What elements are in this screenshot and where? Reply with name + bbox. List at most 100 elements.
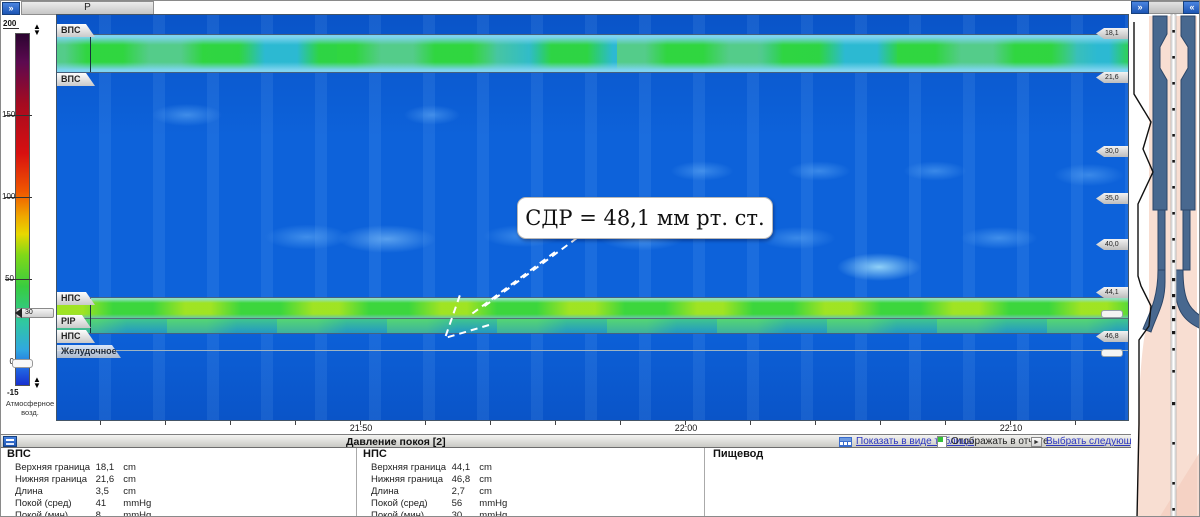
ues-row-upper: Верхняя граница 18,1 cm	[15, 462, 151, 474]
row-value: 18,1	[95, 462, 115, 473]
gastric-right-handle[interactable]	[1101, 349, 1123, 357]
row-unit: cm	[479, 462, 492, 473]
tab-les-lower[interactable]: НПС	[57, 330, 95, 343]
tab-pip[interactable]: PIP	[57, 315, 91, 328]
row-label: Покой (мин)	[15, 510, 69, 517]
depth-tab-18-1[interactable]: 18,1	[1096, 28, 1128, 39]
depth-tab-21-6[interactable]: 21,6	[1096, 72, 1128, 83]
tab-ues-lower[interactable]: ВПС	[57, 73, 95, 86]
scale-tick-150	[5, 115, 32, 116]
scale-footer-line2: возд.	[21, 408, 39, 417]
info-divider-1	[356, 448, 357, 516]
depth-tab-46-8[interactable]: 46,8	[1096, 331, 1128, 342]
les-selection-line	[90, 298, 91, 333]
row-label: Покой (сред)	[371, 498, 428, 509]
section-les-title: НПС	[363, 448, 387, 460]
row-unit: cm	[123, 474, 136, 485]
scale-max-stepper[interactable]: ▲ ▼	[33, 22, 41, 37]
show-as-table-link[interactable]: Показать в виде таблицы	[856, 436, 975, 447]
row-label: Верхняя граница	[371, 462, 447, 473]
row-label: Покой (мин)	[371, 510, 425, 517]
row-unit: cm	[479, 474, 492, 485]
row-label: Покой (сред)	[15, 498, 72, 509]
next-arrow-icon[interactable]: ►	[1031, 437, 1042, 447]
pressure-topography-plot[interactable]: ВПС ВПС НПС PIP НПС Желудочное 18,1 21,6…	[56, 14, 1129, 421]
row-unit: mmHg	[123, 510, 152, 517]
tab-ues-upper[interactable]: ВПС	[57, 24, 95, 37]
section-ues-title: ВПС	[7, 448, 31, 460]
les-row-lower: Нижняя граница 46,8 cm	[371, 474, 507, 486]
scale-min-stepper[interactable]: ▲ ▼	[33, 375, 41, 390]
row-label: Длина	[371, 486, 399, 497]
pip-pressure-band	[57, 319, 1128, 333]
row-unit: cm	[123, 462, 136, 473]
ues-row-length: Длина 3,5 cm	[15, 486, 151, 498]
ues-row-lower: Нижняя граница 21,6 cm	[15, 474, 151, 486]
row-unit: cm	[123, 486, 136, 497]
scroll-left-button[interactable]: «	[1183, 1, 1199, 14]
irp-annotation[interactable]: СДР = 48,1 мм рт. ст.	[517, 197, 773, 239]
pressure-colorbar	[15, 33, 30, 386]
row-value: 3,5	[95, 486, 109, 497]
scale-label-0: 0	[2, 357, 14, 366]
depth-tab-35-0[interactable]: 35,0	[1096, 193, 1128, 204]
toolbar-title: Давление покоя [2]	[346, 436, 446, 448]
row-value: 21,6	[95, 474, 115, 485]
info-divider-2	[704, 448, 705, 516]
scale-label-100: 100	[2, 192, 16, 201]
sensor-dots	[1172, 30, 1176, 511]
scroll-right-button[interactable]: »	[1131, 1, 1149, 14]
pressure-profile-curve	[1133, 22, 1154, 516]
row-value: 44,1	[451, 462, 471, 473]
measurements-panel: ВПС Верхняя граница 18,1 cm Нижняя грани…	[1, 448, 1131, 517]
ues-row-rest-min: Покой (мин) 8 mmHg	[15, 510, 152, 517]
tab-gastric[interactable]: Желудочное	[57, 345, 121, 358]
time-label-2150: 21:50	[349, 423, 373, 433]
collapse-left-panel-button[interactable]: »	[2, 2, 20, 15]
row-unit: cm	[479, 486, 492, 497]
row-label: Нижняя граница	[15, 474, 88, 485]
scale-min-label: -15	[7, 388, 19, 397]
scale-zero-handle[interactable]	[12, 359, 33, 368]
row-value: 2,7	[451, 486, 465, 497]
row-unit: mmHg	[479, 510, 508, 517]
scale-threshold-marker[interactable]: 30	[15, 308, 54, 318]
les-row-length: Длина 2,7 cm	[371, 486, 507, 498]
section-esophagus-title: Пищевод	[713, 448, 764, 460]
tab-les-upper[interactable]: НПС	[57, 292, 95, 305]
depth-tab-44-1[interactable]: 44,1	[1096, 287, 1128, 298]
les-lower-boundary-line	[57, 333, 1128, 334]
row-value: 8	[95, 510, 101, 517]
results-toolbar: Давление покоя [2] Показать в виде табли…	[1, 434, 1143, 448]
time-axis: 21:50 22:00 22:10	[56, 421, 1129, 434]
row-value: 46,8	[451, 474, 471, 485]
section-les: НПС Верхняя граница 44,1 cm Нижняя грани…	[363, 448, 508, 517]
section-ues: ВПС Верхняя граница 18,1 cm Нижняя грани…	[7, 448, 152, 517]
row-value: 30	[451, 510, 463, 517]
esophagus-diagram	[1131, 14, 1199, 516]
scale-tick-50	[5, 279, 32, 280]
scale-max-label: 200	[3, 19, 19, 29]
gastric-baseline-line	[57, 350, 1128, 351]
table-icon[interactable]	[839, 437, 852, 447]
row-label: Нижняя граница	[371, 474, 444, 485]
scale-footer-line1: Атмосферное	[5, 399, 55, 408]
ues-upper-boundary-line	[57, 34, 1128, 35]
depth-tab-30-0[interactable]: 30,0	[1096, 146, 1128, 157]
time-label-2200: 22:00	[674, 423, 698, 433]
show-in-report-toggle[interactable]: Отображать в отчете	[951, 436, 1049, 447]
scale-tick-100	[5, 197, 32, 198]
select-next-link[interactable]: Выбрать следующее	[1046, 436, 1143, 447]
les-row-rest-min: Покой (мин) 30 mmHg	[371, 510, 508, 517]
les-row-upper: Верхняя граница 44,1 cm	[371, 462, 507, 474]
row-label: Верхняя граница	[15, 462, 91, 473]
scale-footer-caption: Атмосферное возд.	[1, 399, 59, 417]
ues-row-rest-mean: Покой (сред) 41 mmHg	[15, 498, 151, 510]
pip-right-handle[interactable]	[1101, 310, 1123, 318]
panel-menu-icon[interactable]	[3, 436, 17, 447]
time-label-2210: 22:10	[999, 423, 1023, 433]
report-page-icon[interactable]	[937, 436, 947, 448]
depth-tab-40-0[interactable]: 40,0	[1096, 239, 1128, 250]
ues-selection-line	[90, 35, 91, 72]
